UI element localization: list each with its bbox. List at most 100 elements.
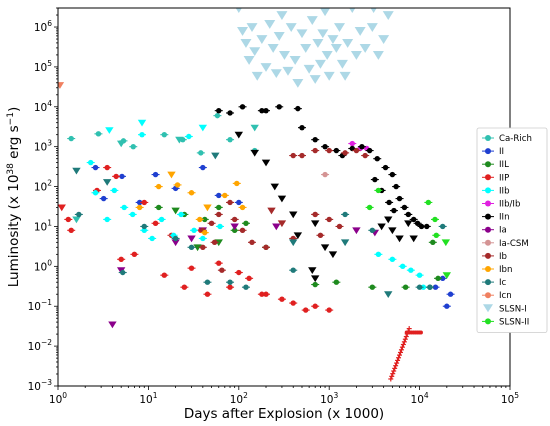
- point-marker: [88, 159, 94, 166]
- iil-point: [311, 281, 320, 288]
- y-tick-label: 102: [34, 179, 52, 194]
- point-marker: [263, 291, 269, 297]
- iib-upper-limit: [105, 127, 114, 134]
- iin-point: [404, 211, 413, 218]
- ib-point: [325, 216, 334, 223]
- legend-swatch: [485, 292, 491, 299]
- point-marker: [216, 192, 222, 199]
- slsn-i-upper-limit: [260, 63, 272, 72]
- legend-entry-ii: II: [482, 147, 504, 157]
- iil-point: [368, 284, 377, 290]
- point-marker: [161, 131, 168, 138]
- y-tick-label: 100: [34, 258, 52, 273]
- legend-entry-ia-csm: Ia-CSM: [482, 239, 529, 249]
- ic-point: [415, 284, 424, 290]
- iip-point: [180, 284, 189, 290]
- legend-label: SLSN-I: [499, 304, 527, 314]
- slsn-i-upper-limit: [300, 44, 312, 53]
- iin-upper-limit: [409, 235, 418, 243]
- slsn-i-upper-limit: [312, 39, 324, 48]
- x-axis-label: Days after Explosion (x 1000): [184, 406, 384, 422]
- point-marker: [382, 164, 389, 171]
- point-marker: [416, 272, 423, 278]
- iin-upper-limit: [250, 149, 259, 157]
- iib-point: [86, 159, 95, 166]
- slsn-i-upper-limit: [282, 66, 294, 76]
- ia-upper-limit: [187, 235, 196, 243]
- point-marker: [191, 227, 197, 234]
- legend-entry-ca-rich: Ca-Rich: [482, 134, 532, 144]
- point-marker: [366, 204, 373, 211]
- point-marker: [111, 187, 118, 194]
- legend-label: SLSN-II: [499, 317, 529, 327]
- point-marker: [239, 204, 246, 211]
- point-marker: [333, 147, 340, 154]
- point-marker: [208, 220, 215, 226]
- slsn-i-upper-limit: [342, 39, 354, 48]
- point-marker: [243, 220, 249, 226]
- ibn-point: [195, 216, 204, 223]
- iin-point: [214, 107, 223, 114]
- iib-point: [198, 235, 207, 242]
- point-marker: [312, 147, 318, 154]
- slsn-i-upper-limit: [354, 27, 366, 36]
- ca-rich-upper-limit: [175, 136, 184, 144]
- iin-point: [373, 155, 382, 162]
- iin-upper-limit: [328, 251, 338, 259]
- y-axis-label: Luminosity (x 1038 erg s−1): [6, 107, 22, 287]
- iin-point: [293, 105, 302, 112]
- iin-point: [400, 204, 409, 211]
- iip-point: [311, 303, 320, 309]
- series-ib: [198, 147, 370, 273]
- slsn-i-upper-limit: [296, 29, 308, 39]
- point-marker: [303, 307, 309, 313]
- point-marker: [424, 223, 430, 230]
- iil-upper-limit: [193, 244, 202, 252]
- x-tick-label: 101: [139, 391, 157, 406]
- point-marker: [141, 227, 147, 234]
- iib-point: [374, 251, 383, 258]
- slsn-i-upper-limit: [359, 44, 371, 53]
- point-marker: [186, 133, 192, 140]
- legend-entry-iip: IIP: [482, 173, 509, 183]
- iin-upper-limit: [261, 159, 271, 167]
- legend-swatch: [485, 279, 491, 286]
- slsn-ii-point: [374, 187, 383, 194]
- point-marker: [216, 107, 222, 114]
- iin-upper-limit: [289, 211, 298, 219]
- ibn-point: [187, 190, 196, 196]
- point-marker: [349, 140, 355, 147]
- point-marker: [290, 267, 296, 273]
- ib-upper-limit: [277, 220, 287, 228]
- ib-point: [297, 152, 306, 159]
- slsn-i-upper-limit: [321, 51, 333, 60]
- series-ia: [108, 223, 380, 329]
- ib-point: [262, 244, 271, 251]
- point-marker: [249, 239, 255, 246]
- point-marker: [372, 176, 378, 183]
- ib-point: [217, 267, 226, 273]
- ca-rich-upper-limit: [250, 124, 259, 132]
- ii-point: [91, 164, 100, 171]
- iip-point: [289, 300, 298, 306]
- ic-point: [438, 223, 447, 230]
- ii-point: [198, 164, 207, 171]
- slsn-i-upper-limit: [309, 75, 321, 84]
- y-tick-label: 105: [34, 59, 52, 74]
- legend-swatch: [485, 200, 491, 207]
- point-marker: [129, 211, 136, 218]
- point-marker: [222, 192, 228, 199]
- ib-point: [198, 244, 207, 251]
- slsn-i-upper-limit: [372, 51, 384, 60]
- ic-point: [140, 223, 149, 230]
- iib-point: [388, 256, 397, 263]
- point-marker: [234, 180, 240, 187]
- point-marker: [396, 195, 403, 202]
- ca-rich-point: [129, 143, 138, 150]
- iip-point: [64, 216, 73, 223]
- iin-point: [392, 183, 401, 190]
- point-marker: [76, 211, 82, 218]
- iin-point: [381, 164, 390, 171]
- iil-point: [428, 239, 437, 246]
- legend-swatch: [485, 135, 491, 141]
